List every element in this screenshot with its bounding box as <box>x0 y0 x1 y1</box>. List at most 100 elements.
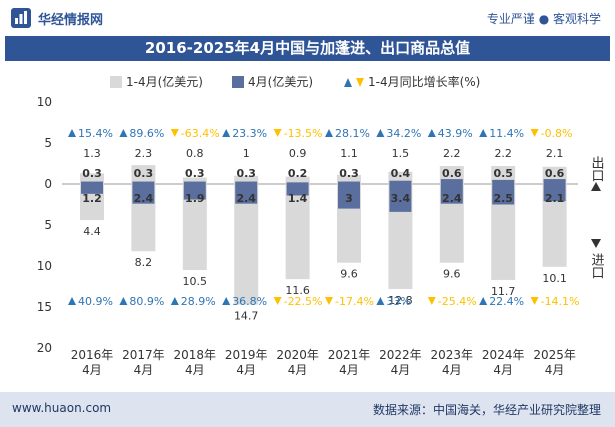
import-month-label: 3.4 <box>391 192 411 205</box>
export-ytd-label: 1.3 <box>83 147 101 160</box>
export-ytd-label: 2.2 <box>494 147 512 160</box>
x-category-label: 2023年 4月 <box>431 348 474 377</box>
import-month-bar <box>543 184 566 202</box>
import-ytd-label: 10.5 <box>183 275 208 288</box>
export-month-bar <box>235 181 258 184</box>
import-growth-up-icon <box>479 297 488 305</box>
import-ytd-bar <box>285 184 310 280</box>
export-ytd-bar <box>131 165 156 184</box>
legend-swatch-month <box>232 76 244 88</box>
import-month-label: 1.2 <box>82 192 102 205</box>
export-ytd-label: 1.1 <box>340 147 358 160</box>
import-growth-up-icon <box>222 297 231 305</box>
x-category-label: 2022年 4月 <box>379 348 422 377</box>
import-month-bar <box>338 184 360 209</box>
legend-label-growth: 1-4月同比增长率(%) <box>368 74 480 89</box>
import-month-label: 2.5 <box>493 192 513 205</box>
import-month-label: 3 <box>345 192 353 205</box>
y-tick-label: 15 <box>37 300 52 314</box>
import-month-label: 2.1 <box>545 192 565 205</box>
import-ytd-label: 4.4 <box>83 225 101 238</box>
export-month-label: 0.3 <box>236 167 256 180</box>
trade-chart: 1-4月(亿美元) 4月(亿美元) 1-4月同比增长率(%) 10 5 0 5 10 15… <box>37 74 605 377</box>
import-month-bar <box>286 184 309 196</box>
export-growth-label: -0.8% <box>541 127 573 140</box>
import-growth-label: 36.8% <box>232 295 267 308</box>
export-ytd-label: 2.3 <box>135 147 153 160</box>
export-month-bar <box>286 182 309 184</box>
export-month-bar <box>543 179 566 184</box>
export-ytd-label: 2.1 <box>546 147 564 160</box>
export-month-bar <box>338 181 360 184</box>
y-tick-label: 5 <box>44 136 52 150</box>
import-growth-label: -22.5% <box>284 295 323 308</box>
x-category-label: 2018年 4月 <box>174 348 217 377</box>
import-growth-down-icon <box>427 297 436 305</box>
export-growth-down-icon <box>530 129 539 137</box>
export-ytd-bar <box>337 174 361 184</box>
export-arrow-icon <box>591 182 601 191</box>
import-month-bar <box>235 184 258 204</box>
chart-legend: 1-4月(亿美元) 4月(亿美元) 1-4月同比增长率(%) <box>110 74 480 89</box>
export-ytd-bar <box>234 175 259 184</box>
export-ytd-label: 0.9 <box>289 147 307 160</box>
export-growth-down-icon <box>273 129 282 137</box>
export-ytd-label: 2.2 <box>443 147 461 160</box>
export-growth-label: -13.5% <box>284 127 323 140</box>
export-growth-label: 23.3% <box>232 127 267 140</box>
legend-label-month: 4月(亿美元) <box>248 74 313 89</box>
export-ytd-label: 1 <box>243 147 250 160</box>
export-side-label: 出口 <box>589 156 604 182</box>
import-growth-up-icon <box>68 297 76 305</box>
footer-bar: www.huaon.com 数据来源：中国海关，华经产业研究院整理 <box>0 392 615 427</box>
import-side-label: 进口 <box>589 253 605 279</box>
export-month-bar <box>440 179 463 184</box>
y-tick-label: 10 <box>37 259 52 273</box>
chart-title: 2016-2025年4月中国与加蓬进、出口商品总值 <box>5 36 610 61</box>
import-growth-label: -17.4% <box>335 295 374 308</box>
import-growth-up-icon <box>170 297 179 305</box>
export-growth-down-icon <box>170 129 179 137</box>
export-growth-up-icon <box>325 129 333 137</box>
import-growth-label: 33% <box>386 295 410 308</box>
export-month-label: 0.3 <box>134 167 154 180</box>
import-growth-up-icon <box>376 297 385 305</box>
x-category-label: 2021年 4月 <box>328 348 371 377</box>
import-growth-label: -25.4% <box>438 295 477 308</box>
import-growth-down-icon <box>325 297 333 305</box>
export-month-label: 0.5 <box>493 167 513 180</box>
x-category-label: 2016年 4月 <box>71 348 114 377</box>
bars-layer <box>80 165 567 305</box>
y-tick-label: 5 <box>44 218 52 232</box>
legend-label-ytd: 1-4月(亿美元) <box>126 74 203 89</box>
export-ytd-label: 0.8 <box>186 147 204 160</box>
import-month-bar <box>440 184 463 204</box>
import-growth-label: 22.4% <box>489 295 524 308</box>
labels-layer: 1.3 0.3 1.2 4.4 15.4% 40.9% 2016年 4月 2.3 0.3 2.4 8.… <box>68 127 580 377</box>
export-growth-up-icon <box>479 129 488 137</box>
x-category-label: 2024年 4月 <box>482 348 525 377</box>
export-month-bar <box>132 181 155 184</box>
export-growth-label: 15.4% <box>78 127 113 140</box>
export-growth-up-icon <box>427 129 436 137</box>
export-growth-up-icon <box>119 129 128 137</box>
export-ytd-bar <box>491 165 516 184</box>
import-month-label: 2.4 <box>236 192 256 205</box>
import-month-bar <box>389 184 412 212</box>
import-month-bar <box>132 184 155 204</box>
top-bar: 华经情报网 专业严谨 ● 客观科学 <box>0 0 615 36</box>
data-source: 数据来源：中国海关，华经产业研究院整理 <box>372 403 601 417</box>
x-category-label: 2019年 4月 <box>225 348 268 377</box>
y-tick-label: 0 <box>44 177 52 191</box>
export-growth-label: 34.2% <box>386 127 421 140</box>
export-month-label: 0.3 <box>82 167 102 180</box>
import-ytd-label: 12.8 <box>388 294 413 307</box>
side-labels: 出口 进口 <box>589 156 605 279</box>
legend-down-triangle-icon <box>356 78 364 87</box>
import-month-bar <box>492 184 515 205</box>
export-growth-label: 43.9% <box>438 127 473 140</box>
x-category-label: 2025年 4月 <box>533 348 576 377</box>
legend-swatch-ytd <box>110 76 122 88</box>
site-url: www.huaon.com <box>12 401 112 415</box>
import-ytd-label: 10.1 <box>542 272 567 285</box>
